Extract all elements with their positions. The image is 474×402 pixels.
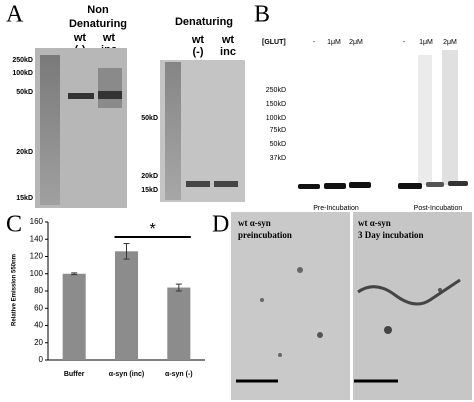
panel-letter: A xyxy=(6,2,24,28)
x-tick-label: Buffer xyxy=(64,371,85,378)
bar xyxy=(167,287,191,360)
lane-label: wt xyxy=(191,34,205,46)
kd-label: 37kD xyxy=(270,155,286,162)
particle xyxy=(260,298,264,302)
band xyxy=(324,183,346,189)
particle xyxy=(384,326,392,334)
y-tick-label: 120 xyxy=(30,252,44,261)
lane-label: wt xyxy=(73,32,87,44)
y-axis-title: Relative Emission 550nm xyxy=(12,254,18,326)
kd-label: 100kD xyxy=(12,70,33,77)
y-tick-label: 100 xyxy=(30,269,44,278)
ladder xyxy=(165,62,181,200)
lane-label: inc xyxy=(220,46,236,58)
header: Non xyxy=(87,4,109,16)
em-label: 3 Day incubation xyxy=(358,230,424,240)
band xyxy=(426,182,444,187)
header: Denaturing xyxy=(175,16,233,28)
particle xyxy=(278,353,282,357)
significance: * xyxy=(150,221,156,238)
y-tick-label: 80 xyxy=(34,286,43,295)
kd-label: 20kD xyxy=(141,173,158,180)
band xyxy=(298,184,320,189)
smear xyxy=(442,50,458,185)
conc: 2μM xyxy=(349,39,363,46)
conc: - xyxy=(403,39,406,46)
micrograph xyxy=(231,212,350,400)
header: Denaturing xyxy=(69,18,127,30)
panel-letter: B xyxy=(254,2,270,28)
group-label: Pre-Incubation xyxy=(313,205,359,212)
kd-label: 50kD xyxy=(16,89,33,96)
kd-label: 250kD xyxy=(12,57,33,64)
kd-label: 75kD xyxy=(270,127,286,134)
kd-label: 250kD xyxy=(266,87,286,94)
y-tick-label: 160 xyxy=(30,217,44,226)
x-tick-label: α-syn (-) xyxy=(165,371,193,378)
group-label: Post-Incubation xyxy=(414,205,463,212)
em-label: wt α-syn xyxy=(358,218,391,228)
kd-label: 15kD xyxy=(16,195,33,202)
kd-label: 150kD xyxy=(266,101,286,108)
kd-label: 50kD xyxy=(141,115,158,122)
particle xyxy=(297,267,303,273)
band xyxy=(214,181,238,187)
em-label: preincubation xyxy=(238,230,292,240)
y-tick-label: 40 xyxy=(34,321,43,330)
bar xyxy=(62,273,86,360)
band xyxy=(349,182,371,188)
lane-label: wt xyxy=(102,32,116,44)
glut-label: [GLUT] xyxy=(262,39,286,46)
y-tick-label: 140 xyxy=(30,234,44,243)
kd-label: 50kD xyxy=(270,141,286,148)
lane-label: (-) xyxy=(193,46,204,58)
band xyxy=(398,183,422,189)
ladder xyxy=(40,55,60,205)
fibril xyxy=(357,278,461,306)
kd-label: 20kD xyxy=(16,149,33,156)
em-label: wt α-syn xyxy=(238,218,271,228)
band xyxy=(68,93,94,99)
kd-label: 100kD xyxy=(266,115,286,122)
band xyxy=(186,181,210,187)
x-tick-label: α-syn (inc) xyxy=(109,371,144,378)
kd-label: 15kD xyxy=(141,187,158,194)
conc: - xyxy=(313,39,316,46)
conc: 1μM xyxy=(327,39,341,46)
conc: 2μM xyxy=(443,39,457,46)
band xyxy=(448,181,468,186)
panel-letter: D xyxy=(212,212,229,238)
panel-a: A Non Denaturing wt (-) wt inc 250kD 100… xyxy=(6,2,245,208)
y-tick-label: 0 xyxy=(39,355,44,364)
y-tick-label: 60 xyxy=(34,303,43,312)
band xyxy=(98,91,122,99)
particle xyxy=(317,332,323,338)
y-tick-label: 20 xyxy=(34,338,43,347)
conc: 1μM xyxy=(419,39,433,46)
micrograph xyxy=(353,212,472,400)
panel-letter: C xyxy=(6,212,22,238)
panel-d: D wt α-syn preincubation wt α-syn 3 Day … xyxy=(212,212,472,400)
smear xyxy=(98,68,122,108)
smear xyxy=(418,55,432,185)
lane-label: wt xyxy=(221,34,235,46)
panel-b: B [GLUT] - 1μM 2μM - 1μM 2μM 250kD 150kD… xyxy=(254,2,468,212)
bar xyxy=(114,251,139,360)
